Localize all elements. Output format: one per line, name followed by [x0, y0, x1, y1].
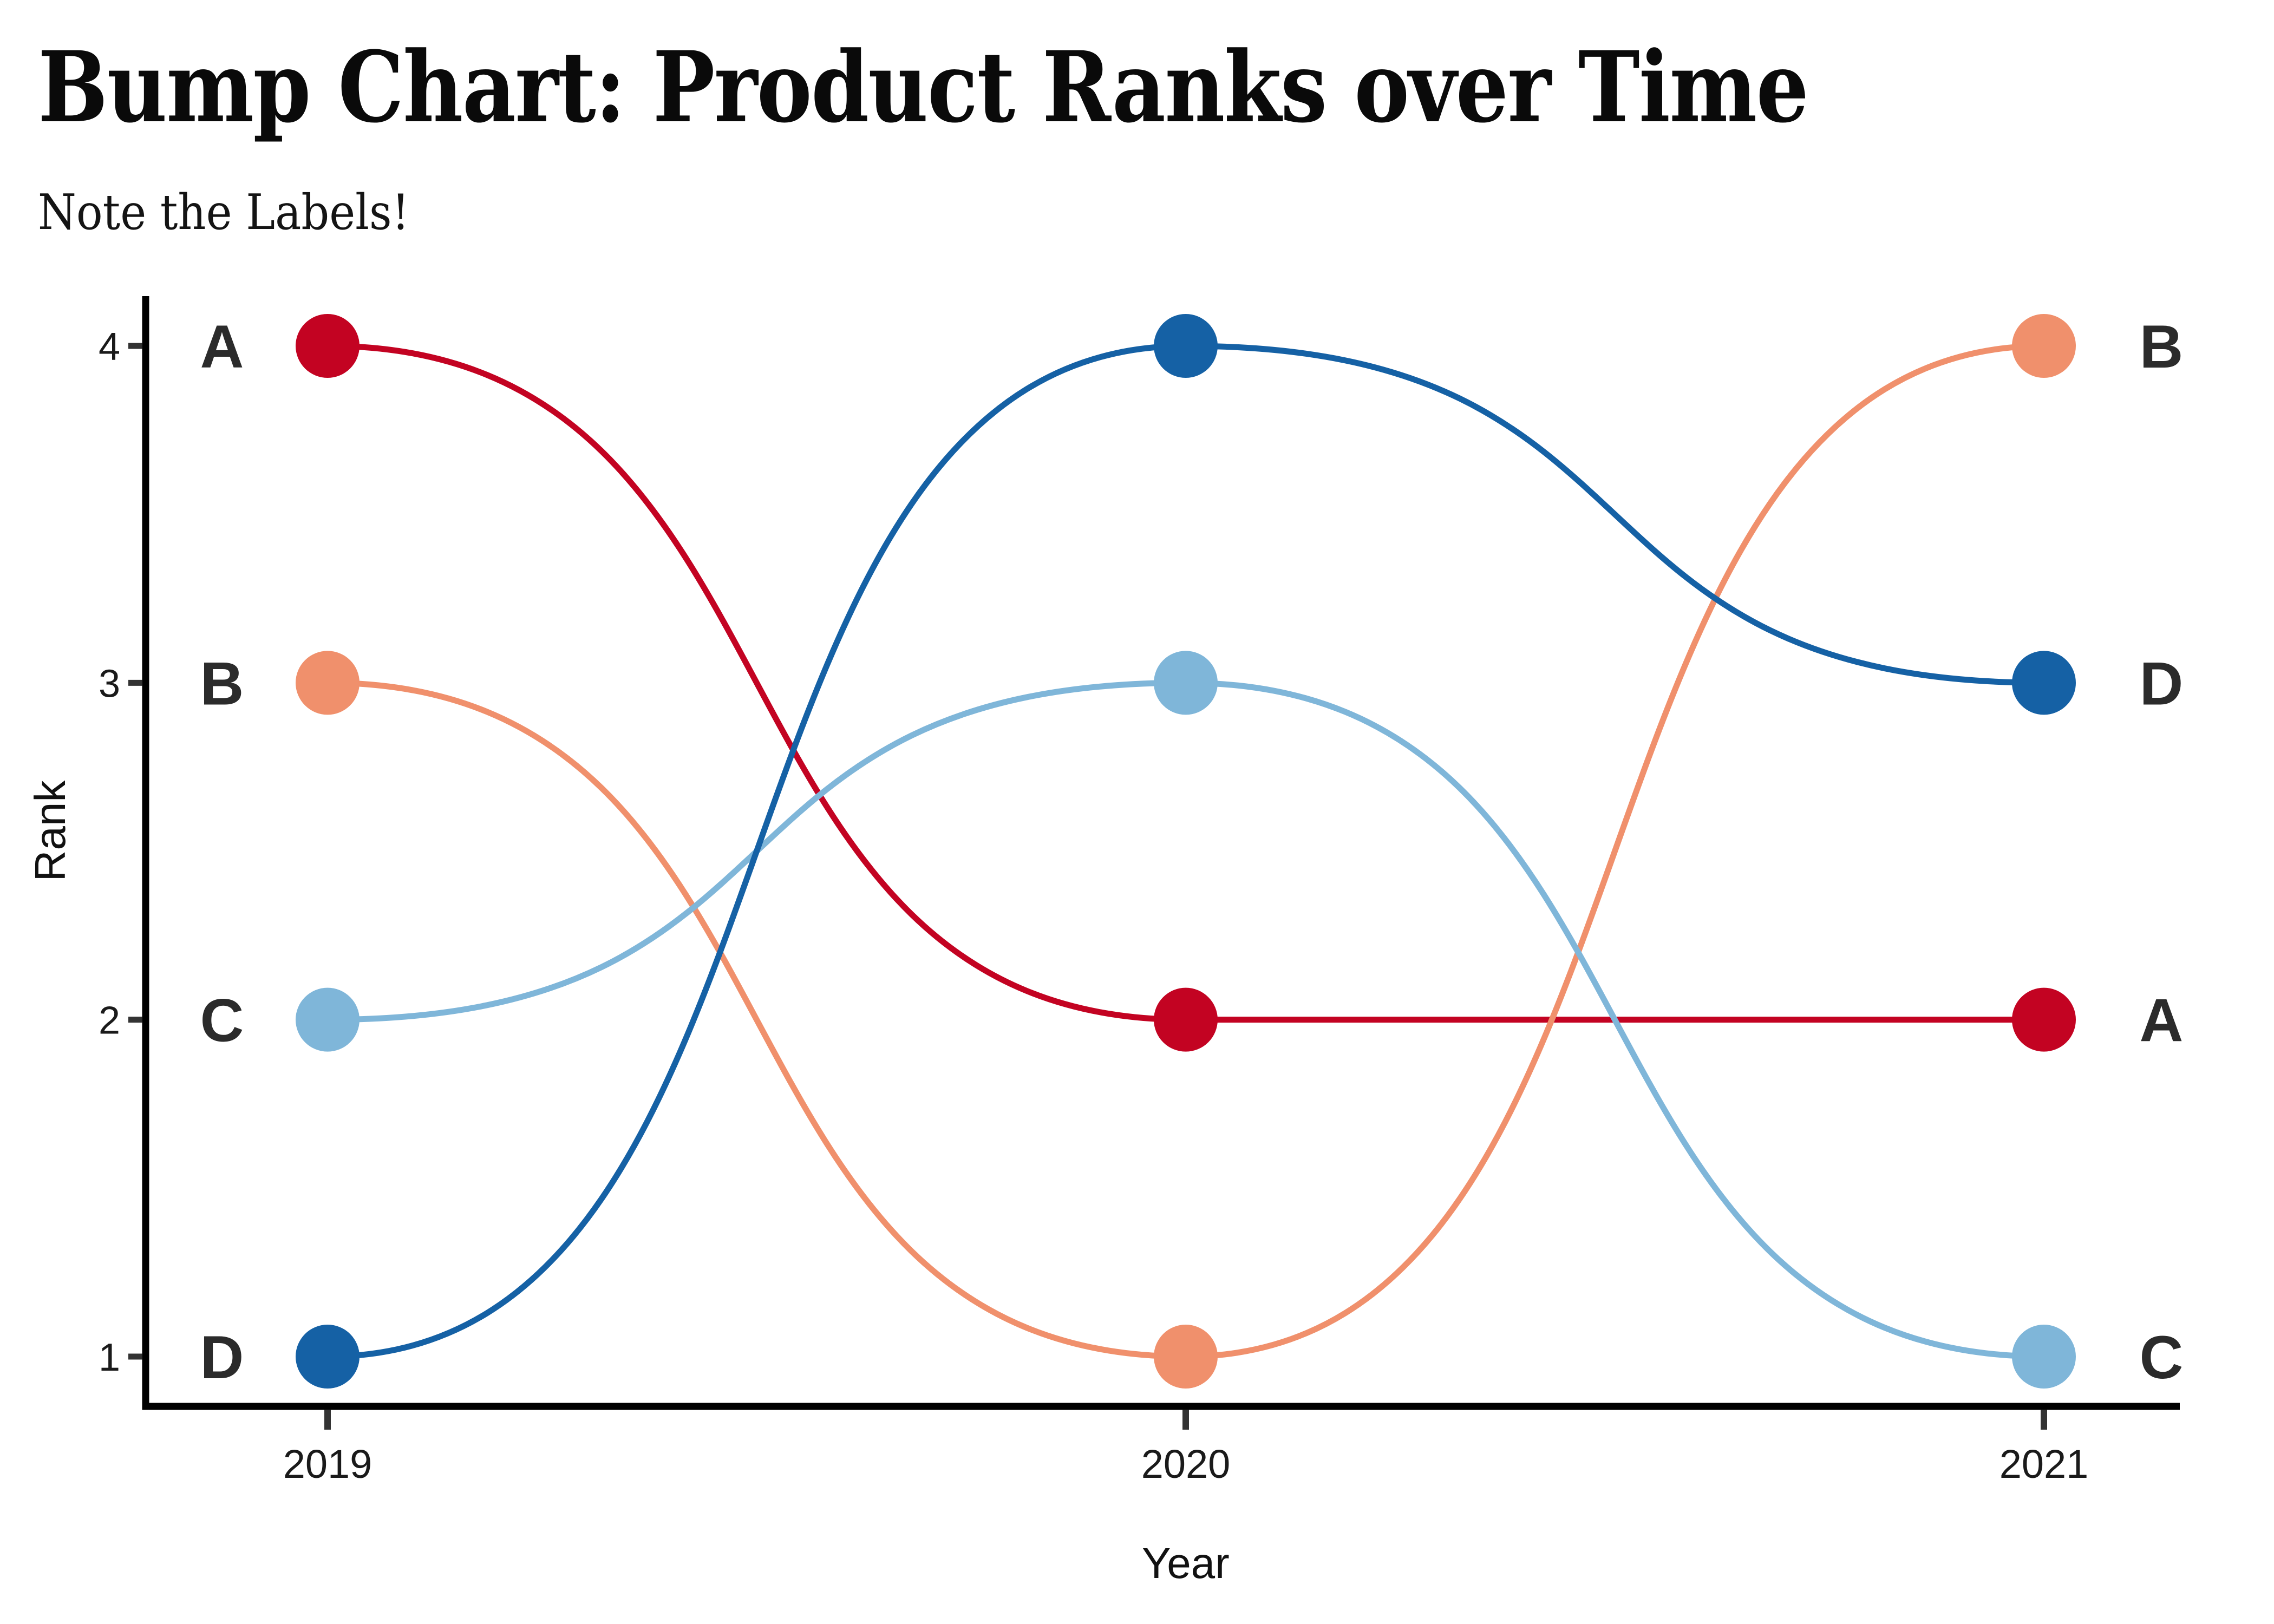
series-start-label-B: B — [200, 650, 244, 717]
bump-line-D — [327, 343, 2044, 1360]
data-point-A-2019 — [296, 314, 360, 378]
y-axis-tick-label-2: 2 — [99, 999, 120, 1043]
series-start-label-A: A — [200, 313, 244, 381]
data-point-A-2020 — [1154, 987, 1218, 1052]
y-axis-tick-label-3: 3 — [99, 662, 120, 705]
data-point-D-2020 — [1154, 314, 1218, 378]
series-end-label-A: A — [2140, 987, 2184, 1055]
series-end-label-B: B — [2140, 313, 2184, 381]
data-point-B-2019 — [296, 651, 360, 715]
y-axis-tick-label-4: 4 — [99, 325, 120, 369]
data-point-C-2019 — [296, 987, 360, 1052]
data-point-C-2020 — [1154, 651, 1218, 715]
data-point-C-2021 — [2012, 1324, 2076, 1389]
y-axis-title: Rank — [26, 780, 74, 882]
y-axis-tick-label-1: 1 — [99, 1336, 120, 1379]
data-point-B-2021 — [2012, 314, 2076, 378]
series-start-label-C: C — [200, 987, 244, 1055]
x-axis-tick-label-2020: 2020 — [1141, 1442, 1231, 1487]
x-axis-tick-label-2021: 2021 — [1999, 1442, 2089, 1487]
series-end-label-D: D — [2140, 650, 2184, 717]
bump-line-B — [327, 343, 2044, 1360]
bump-line-C — [327, 679, 2044, 1360]
series-end-label-C: C — [2140, 1324, 2184, 1391]
chart-subtitle: Note the Labels! — [38, 184, 410, 241]
x-axis-tick-label-2019: 2019 — [283, 1442, 373, 1487]
chart-title: Bump Chart: Product Ranks over Time — [38, 30, 1809, 145]
data-point-A-2021 — [2012, 987, 2076, 1052]
x-axis-title: Year — [1142, 1539, 1230, 1587]
bump-line-A — [327, 343, 2044, 1023]
series-start-label-D: D — [200, 1324, 244, 1391]
data-point-D-2021 — [2012, 651, 2076, 715]
data-point-D-2019 — [296, 1324, 360, 1389]
data-point-B-2020 — [1154, 1324, 1218, 1389]
